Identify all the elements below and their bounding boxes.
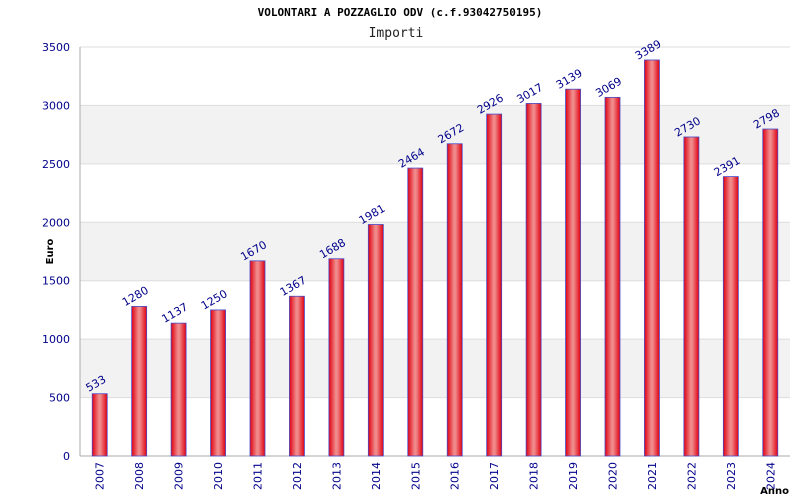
chart-subtitle: Importi — [369, 26, 424, 41]
y-tick-label: 2500 — [42, 158, 70, 171]
bar-2023 — [722, 176, 739, 457]
bar-2013 — [328, 258, 345, 457]
y-tick-label: 500 — [49, 392, 70, 405]
x-tick-label-2016: 2016 — [449, 462, 462, 490]
x-tick-label-2017: 2017 — [488, 462, 501, 490]
bar-2015 — [407, 167, 424, 457]
x-tick-label-2010: 2010 — [212, 462, 225, 490]
bar-2018 — [525, 103, 542, 457]
bar-2009 — [170, 322, 187, 457]
x-tick-label-2024: 2024 — [764, 462, 777, 490]
x-tick-label-2011: 2011 — [252, 462, 265, 490]
grid-band — [80, 397, 790, 456]
grid-band — [80, 222, 790, 281]
x-tick-labels: 2007 2008 2009 2010 2011 2012 2013 2014 2015 2016… — [94, 462, 778, 490]
bar-2021 — [644, 59, 660, 457]
bar-2016 — [446, 143, 463, 457]
x-tick-label-2019: 2019 — [567, 462, 580, 490]
x-tick-label-2021: 2021 — [646, 462, 659, 490]
grid-band — [80, 47, 790, 106]
y-tick-labels: 0 500 1000 1500 2000 2500 3000 3500 — [42, 41, 70, 463]
bar-2019 — [565, 88, 581, 457]
bars — [91, 59, 779, 457]
chart-title: VOLONTARI A POZZAGLIO ODV (c.f.930427501… — [258, 6, 543, 19]
bar-2008 — [131, 306, 148, 457]
bar-2010 — [210, 309, 226, 457]
x-tick-label-2015: 2015 — [409, 462, 422, 490]
bar-2011 — [249, 260, 266, 457]
x-tick-label-2013: 2013 — [330, 462, 343, 490]
y-tick-label: 2000 — [42, 216, 70, 229]
x-tick-label-2014: 2014 — [370, 462, 383, 490]
y-tick-label: 3500 — [42, 41, 70, 54]
x-axis-label: Anno — [760, 486, 789, 497]
grid-band — [80, 280, 790, 340]
bar-2020 — [604, 96, 621, 457]
x-tick-label-2008: 2008 — [133, 462, 146, 490]
bar-2007 — [91, 393, 108, 457]
bar-2014 — [367, 224, 384, 457]
plot-background — [80, 47, 790, 456]
bar-2012 — [289, 295, 305, 457]
y-tick-label: 1000 — [42, 333, 70, 346]
grid-band — [80, 105, 790, 164]
y-tick-label: 3000 — [42, 99, 70, 112]
y-tick-label: 1500 — [42, 275, 70, 288]
y-tick-label: 0 — [63, 450, 70, 463]
axes — [79, 47, 790, 457]
y-axis-label: Euro — [45, 239, 56, 265]
x-tick-label-2022: 2022 — [685, 462, 698, 490]
grid-band — [80, 339, 790, 398]
bar-2017 — [486, 113, 503, 457]
grid-band — [80, 163, 790, 223]
x-tick-label-2018: 2018 — [528, 462, 541, 490]
x-tick-label-2009: 2009 — [173, 462, 186, 490]
x-tick-label-2007: 2007 — [94, 462, 107, 490]
x-tick-label-2012: 2012 — [291, 462, 304, 490]
x-tick-label-2023: 2023 — [725, 462, 738, 490]
x-tick-label-2020: 2020 — [607, 462, 620, 490]
bar-2024 — [762, 128, 779, 457]
bar-2022 — [683, 136, 700, 457]
